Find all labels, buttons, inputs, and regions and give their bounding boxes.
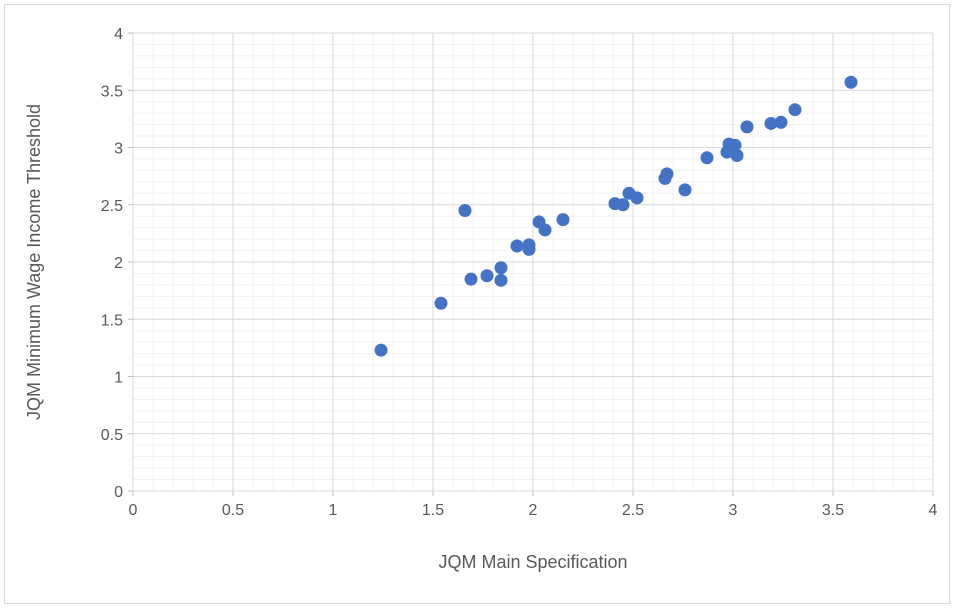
y-tick-label: 0 <box>114 484 123 501</box>
data-point <box>700 151 714 165</box>
data-point <box>764 116 778 130</box>
x-tick-label: 1 <box>329 502 338 519</box>
data-point <box>774 115 788 129</box>
data-point <box>458 203 472 217</box>
x-tick-label: 3 <box>729 502 738 519</box>
data-point <box>740 120 754 134</box>
data-point <box>728 138 742 152</box>
y-tick-label: 2.5 <box>101 198 123 215</box>
x-tick-label: 2.5 <box>622 502 644 519</box>
data-point <box>788 103 802 117</box>
data-point <box>510 239 524 253</box>
data-point <box>660 167 674 181</box>
y-tick-label: 1.5 <box>101 312 123 329</box>
tick-labels: 0 0.5 1 1.5 2 2.5 3 3.5 4 0 0.5 1 1.5 2 2.5 3 3.5 4 <box>101 26 938 519</box>
y-tick-label: 3.5 <box>101 83 123 100</box>
data-point <box>522 242 536 256</box>
data-point <box>494 273 508 287</box>
y-tick-label: 2 <box>114 255 123 272</box>
data-point <box>630 191 644 205</box>
data-point <box>434 296 448 310</box>
data-point <box>844 75 858 89</box>
x-tick-label: 4 <box>929 502 938 519</box>
data-point <box>556 213 570 227</box>
y-tick-label: 4 <box>114 26 123 43</box>
data-point <box>678 183 692 197</box>
data-point <box>538 223 552 237</box>
y-tick-label: 0.5 <box>101 427 123 444</box>
gridlines <box>128 32 934 496</box>
y-axis-title: JQM Minimum Wage Income Threshold <box>24 104 44 420</box>
data-point <box>494 261 508 275</box>
x-tick-label: 2 <box>529 502 538 519</box>
x-tick-label: 0 <box>129 502 138 519</box>
x-axis-title: JQM Main Specification <box>438 552 627 572</box>
y-tick-label: 3 <box>114 141 123 158</box>
data-point <box>480 269 494 283</box>
data-point <box>374 343 388 357</box>
x-tick-label: 0.5 <box>222 502 244 519</box>
data-points <box>374 75 858 357</box>
x-tick-label: 3.5 <box>822 502 844 519</box>
data-point <box>616 198 630 212</box>
x-tick-label: 1.5 <box>422 502 444 519</box>
y-tick-label: 1 <box>114 370 123 387</box>
data-point <box>464 272 478 286</box>
data-point <box>730 149 744 163</box>
